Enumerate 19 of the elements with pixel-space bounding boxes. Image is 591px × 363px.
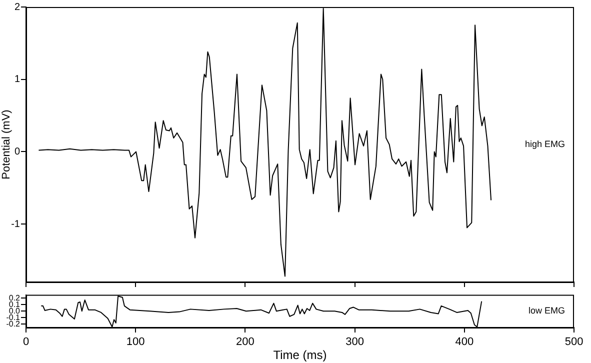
y-tick-label: 2 xyxy=(14,2,20,13)
y-tick-label: 0.0 xyxy=(8,306,21,316)
x-tick-label: 400 xyxy=(455,336,474,348)
y-tick-label: 0 xyxy=(14,146,20,158)
x-tick-label: 100 xyxy=(126,336,145,348)
y-tick-label: 0.1 xyxy=(8,300,21,309)
y-tick-label: -0.1 xyxy=(6,312,21,322)
y-tick-label: -0.2 xyxy=(6,319,21,328)
x-tick-label: 500 xyxy=(564,336,584,348)
x-tick-label: 0 xyxy=(22,336,30,348)
y-tick-label: -1 xyxy=(11,218,20,230)
x-axis-title: Time (ms) xyxy=(273,348,327,362)
x-tick-label: 300 xyxy=(346,336,364,348)
y-tick-label: 1 xyxy=(14,74,20,86)
y-tick-label: 0.2 xyxy=(8,293,21,302)
y-axis-title: Potential (mV) xyxy=(0,110,13,180)
text: high EMG xyxy=(524,138,565,149)
x-tick-label: 200 xyxy=(236,336,254,348)
text: low EMG xyxy=(528,306,565,316)
